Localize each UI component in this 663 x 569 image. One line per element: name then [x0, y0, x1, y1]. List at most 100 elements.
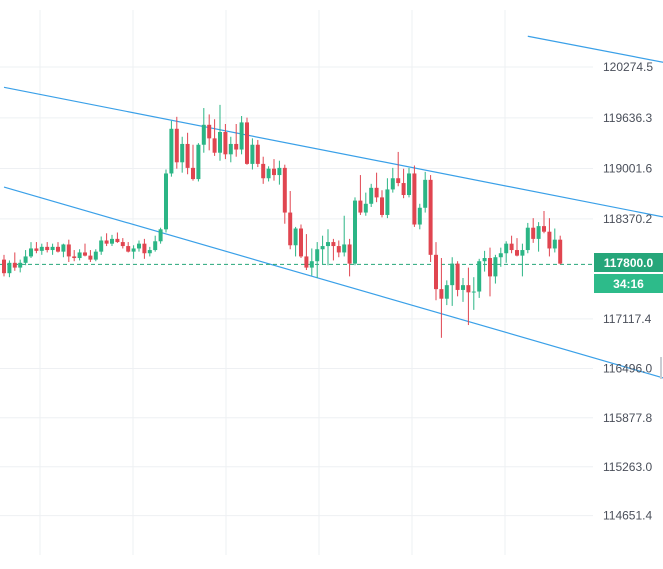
candle[interactable] [342, 215, 347, 257]
candle[interactable] [201, 108, 206, 153]
candle[interactable] [428, 175, 433, 263]
candle[interactable] [439, 258, 444, 338]
candle[interactable] [174, 116, 179, 169]
candle[interactable] [2, 254, 6, 277]
candle[interactable] [288, 191, 293, 250]
candle[interactable] [363, 192, 368, 216]
candle[interactable] [99, 236, 104, 255]
candle[interactable] [29, 242, 33, 259]
candle[interactable] [471, 277, 476, 310]
candle[interactable] [547, 218, 552, 257]
candle[interactable] [417, 203, 422, 230]
candle[interactable] [504, 241, 509, 263]
candlesticks[interactable] [2, 104, 563, 338]
candle[interactable] [18, 259, 23, 273]
candle[interactable] [277, 160, 282, 185]
candle[interactable] [72, 250, 77, 262]
candle[interactable] [385, 178, 390, 219]
candle[interactable] [228, 136, 233, 163]
candle[interactable] [120, 238, 125, 249]
candle[interactable] [299, 224, 303, 259]
candle[interactable] [531, 218, 536, 243]
candle[interactable] [455, 261, 460, 297]
candle[interactable] [245, 117, 249, 165]
candle[interactable] [153, 235, 158, 252]
candle[interactable] [158, 227, 163, 244]
candle[interactable] [380, 190, 384, 218]
candle[interactable] [347, 238, 352, 277]
candle[interactable] [191, 144, 195, 181]
candle[interactable] [320, 235, 325, 265]
candle[interactable] [450, 257, 455, 306]
candle[interactable] [358, 175, 363, 215]
candle[interactable] [218, 104, 222, 161]
candle[interactable] [164, 169, 168, 233]
candle[interactable] [369, 183, 374, 207]
candle[interactable] [488, 247, 492, 297]
candle[interactable] [444, 280, 449, 306]
candle[interactable] [196, 143, 201, 182]
candle[interactable] [23, 250, 28, 266]
candle[interactable] [520, 243, 525, 277]
candle[interactable] [142, 238, 147, 259]
candle[interactable] [331, 238, 336, 261]
candle[interactable] [261, 156, 266, 184]
candle[interactable] [137, 240, 141, 252]
candle[interactable] [525, 222, 530, 254]
candle[interactable] [315, 242, 320, 278]
candle[interactable] [212, 119, 217, 156]
candle[interactable] [309, 248, 314, 276]
candle[interactable] [515, 238, 519, 257]
candle[interactable] [396, 151, 401, 187]
candle[interactable] [115, 232, 120, 243]
candle[interactable] [412, 165, 417, 227]
candle[interactable] [326, 229, 330, 266]
candle[interactable] [466, 267, 471, 326]
candle[interactable] [185, 132, 190, 175]
candle[interactable] [401, 168, 406, 199]
candle[interactable] [61, 243, 66, 258]
candle[interactable] [83, 243, 87, 257]
candle[interactable] [304, 234, 309, 270]
candle[interactable] [542, 210, 546, 234]
candle[interactable] [88, 250, 93, 263]
candle[interactable] [239, 116, 244, 155]
candle[interactable] [482, 250, 487, 272]
candle[interactable] [336, 240, 341, 258]
candle[interactable] [147, 246, 152, 257]
candle[interactable] [12, 252, 17, 271]
candle[interactable] [66, 239, 71, 263]
candle[interactable] [104, 233, 109, 247]
candle[interactable] [34, 242, 39, 254]
candle[interactable] [223, 124, 228, 160]
candle[interactable] [234, 124, 239, 157]
candle[interactable] [477, 258, 482, 298]
candle[interactable] [498, 247, 503, 267]
candle[interactable] [407, 167, 411, 198]
candle[interactable] [110, 234, 114, 247]
candle[interactable] [50, 243, 55, 255]
price-axis[interactable]: 120274.5 119636.3 119001.6 118370.2 117117.4… [603, 60, 653, 523]
candle[interactable] [45, 242, 50, 253]
candle[interactable] [509, 235, 514, 254]
trend-channel[interactable] [3, 35, 663, 385]
candle[interactable] [434, 242, 438, 301]
candle[interactable] [180, 136, 185, 173]
candle[interactable] [207, 114, 212, 151]
candle[interactable] [536, 222, 541, 252]
axis-scroll-handle[interactable] [660, 357, 662, 379]
candle[interactable] [126, 242, 131, 253]
candle[interactable] [169, 120, 174, 177]
candle[interactable] [77, 249, 82, 261]
candle[interactable] [7, 260, 12, 278]
candle[interactable] [558, 235, 563, 265]
candle[interactable] [390, 167, 395, 193]
candle[interactable] [293, 226, 298, 257]
candle[interactable] [272, 159, 276, 181]
candle[interactable] [39, 243, 44, 255]
candle[interactable] [131, 245, 136, 259]
candle[interactable] [353, 197, 357, 266]
candle[interactable] [423, 171, 428, 213]
candle[interactable] [56, 242, 60, 253]
